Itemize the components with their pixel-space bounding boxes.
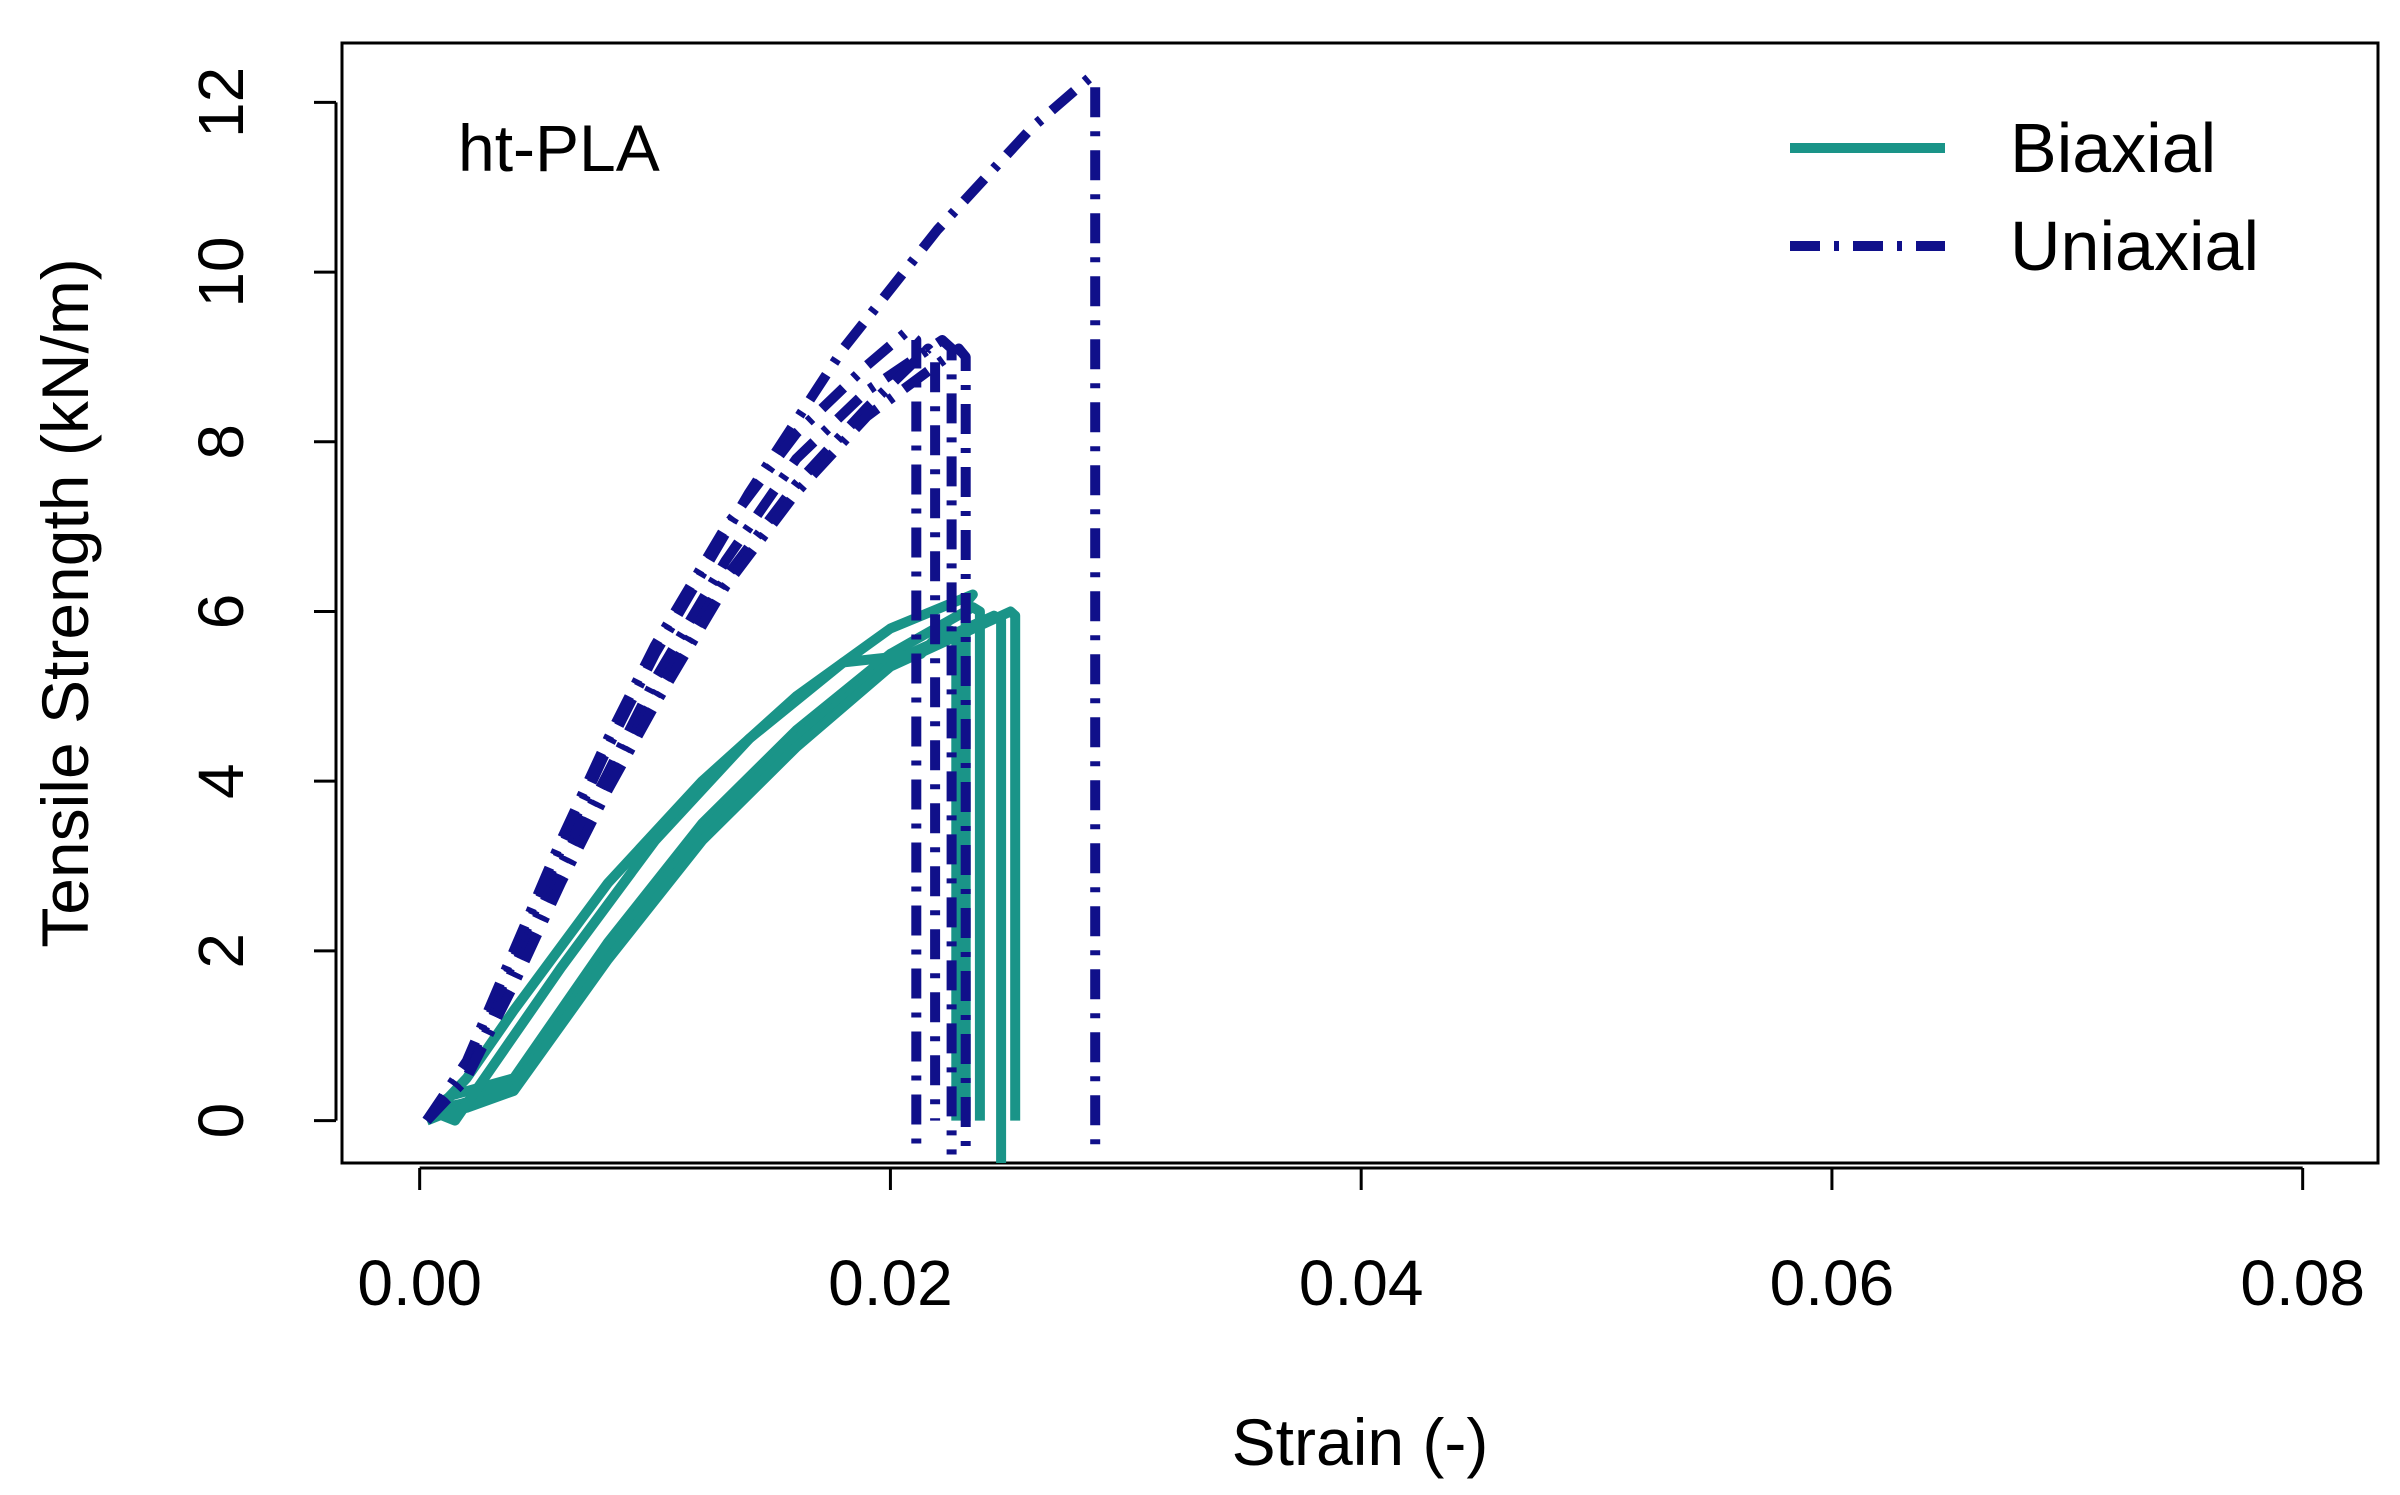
chart-legend: Biaxial Uniaxial bbox=[1790, 109, 2259, 285]
y-tick-label: 4 bbox=[185, 763, 257, 799]
chart-annotation: ht-PLA bbox=[458, 111, 660, 185]
x-tick-label: 0.00 bbox=[357, 1247, 482, 1319]
y-tick-label: 10 bbox=[185, 236, 257, 307]
y-tick-label: 12 bbox=[185, 67, 257, 138]
x-tick-label: 0.08 bbox=[2240, 1247, 2365, 1319]
series-line-biaxial bbox=[422, 623, 962, 1126]
x-tick-label: 0.06 bbox=[1770, 1247, 1895, 1319]
series-line-uniaxial bbox=[423, 335, 957, 1155]
legend-label-biaxial: Biaxial bbox=[2010, 109, 2216, 187]
y-tick-label: 0 bbox=[185, 1103, 257, 1139]
series-line-uniaxial bbox=[423, 343, 971, 1146]
series-layer bbox=[422, 71, 1101, 1163]
y-tick-label: 8 bbox=[185, 424, 257, 460]
y-tick-label: 6 bbox=[185, 594, 257, 630]
legend-label-uniaxial: Uniaxial bbox=[2010, 207, 2259, 285]
x-axis: 0.00 0.02 0.04 0.06 0.08 bbox=[357, 1166, 2365, 1319]
y-tick-label: 2 bbox=[185, 933, 257, 969]
y-axis-title: Tensile Strength (kN/m) bbox=[28, 258, 102, 948]
plot-frame bbox=[340, 41, 2380, 1165]
x-tick-label: 0.02 bbox=[828, 1247, 953, 1319]
series-line-uniaxial bbox=[422, 326, 922, 1155]
y-axis: 0 2 4 6 8 10 12 bbox=[185, 67, 338, 1139]
x-tick-label: 0.04 bbox=[1299, 1247, 1424, 1319]
x-axis-title: Strain (-) bbox=[1232, 1405, 1489, 1479]
